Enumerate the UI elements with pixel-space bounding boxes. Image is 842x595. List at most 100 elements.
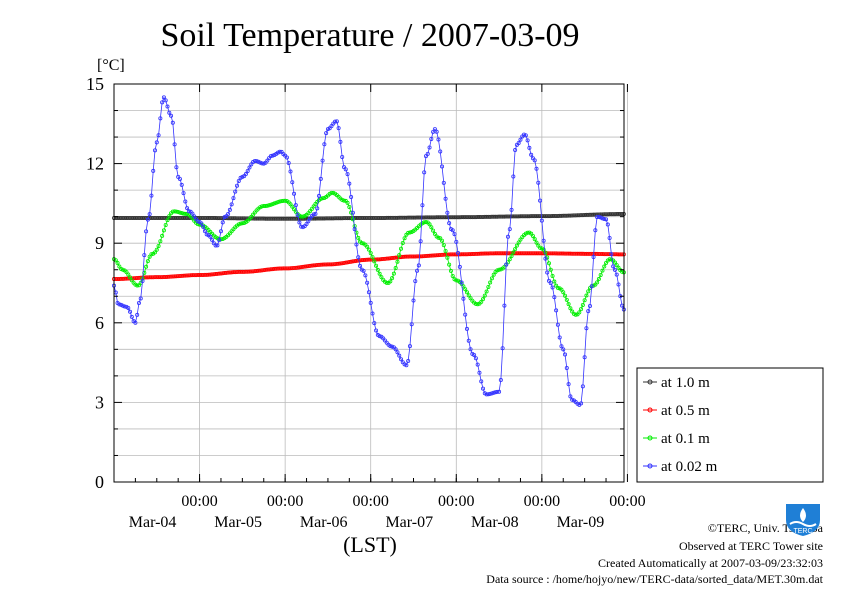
series-point — [420, 203, 425, 208]
series-point — [356, 235, 361, 240]
series-point — [252, 158, 257, 163]
series-point — [276, 200, 281, 205]
series-point — [208, 234, 213, 239]
series-point — [513, 247, 518, 252]
series-point — [317, 193, 322, 198]
series-point — [158, 239, 163, 244]
series-point — [386, 256, 391, 261]
series-point — [475, 362, 480, 367]
series-point — [404, 363, 409, 368]
series-point — [345, 260, 350, 265]
series-point — [566, 382, 571, 387]
legend-label: at 1.0 m — [661, 375, 710, 391]
series-point — [472, 352, 477, 357]
legend-label: at 0.1 m — [661, 431, 710, 447]
series-point — [350, 210, 355, 215]
series-point — [247, 165, 252, 170]
series-point — [117, 302, 122, 307]
series-point — [538, 198, 543, 203]
series-point — [215, 271, 220, 276]
legend-marker — [647, 435, 653, 441]
series-point — [579, 307, 584, 312]
series-point — [149, 193, 154, 198]
series-point — [215, 243, 220, 248]
series-point — [488, 391, 493, 396]
series-point — [320, 196, 325, 201]
series-point — [604, 217, 609, 222]
series-point — [313, 211, 318, 216]
series-point — [370, 311, 375, 316]
series-point — [320, 158, 325, 163]
series-point — [582, 355, 587, 360]
series-point — [445, 255, 450, 260]
series-point — [227, 207, 232, 212]
series-point — [489, 276, 494, 281]
series-point — [564, 297, 569, 302]
series-point — [263, 203, 268, 208]
series-point — [454, 239, 459, 244]
series-point — [379, 275, 384, 280]
series-point — [177, 210, 182, 215]
series-point — [406, 230, 411, 235]
series-point — [295, 265, 300, 270]
series-point — [566, 302, 571, 307]
series-point — [459, 280, 464, 285]
series-point — [169, 113, 174, 118]
series-point — [374, 328, 379, 333]
series-point — [423, 219, 428, 224]
series-point — [511, 250, 516, 255]
chart-title: Soil Temperature / 2007-03-09 — [160, 17, 579, 54]
series-point — [393, 255, 398, 260]
series-point — [299, 224, 304, 229]
series-point — [288, 169, 293, 174]
series-point — [265, 203, 270, 208]
series-point — [464, 290, 469, 295]
series-point — [128, 275, 133, 280]
series-point — [136, 300, 141, 305]
series-point — [479, 299, 484, 304]
series-point — [341, 260, 346, 265]
series-point — [366, 247, 371, 252]
series-point — [399, 357, 404, 362]
series-point — [484, 392, 489, 397]
series-point — [368, 251, 373, 256]
series-point — [406, 359, 411, 364]
series-point — [213, 272, 218, 277]
series-point — [555, 285, 560, 290]
series-point — [602, 264, 607, 269]
series-point — [375, 267, 380, 272]
series-point — [518, 137, 523, 142]
series-point — [596, 277, 601, 282]
series-point — [163, 222, 168, 227]
series-point — [573, 312, 578, 317]
y-axis-label: [°C] — [97, 57, 125, 74]
series-point — [529, 152, 534, 157]
y-tick-label: 0 — [95, 472, 104, 492]
series-point — [359, 241, 364, 246]
series-point — [290, 204, 295, 209]
logo-text: TERC — [793, 528, 812, 535]
series-point — [210, 237, 215, 242]
series-point — [482, 293, 487, 298]
series-point — [259, 161, 264, 166]
series-point — [436, 137, 441, 142]
series-point — [370, 255, 375, 260]
source-text: Data source : /home/hojyo/new/TERC-data/… — [486, 572, 823, 586]
series-point — [545, 270, 550, 275]
legend: at 1.0 m at 0.5 m at 0.1 m at 0.02 m — [636, 367, 824, 483]
grid-lines — [114, 84, 628, 482]
series-point — [514, 243, 519, 248]
series-at-0-02-m — [112, 95, 626, 407]
series-point — [481, 297, 486, 302]
series-point — [311, 212, 316, 217]
series-point — [347, 260, 352, 265]
series-point — [395, 259, 400, 264]
series-point — [199, 221, 204, 226]
series-point — [240, 221, 245, 226]
series-point — [222, 271, 227, 276]
series-point — [343, 167, 348, 172]
series-point — [142, 253, 147, 258]
x-tick-date: Mar-05 — [214, 514, 262, 531]
series-point — [595, 215, 600, 220]
series-point — [586, 289, 591, 294]
